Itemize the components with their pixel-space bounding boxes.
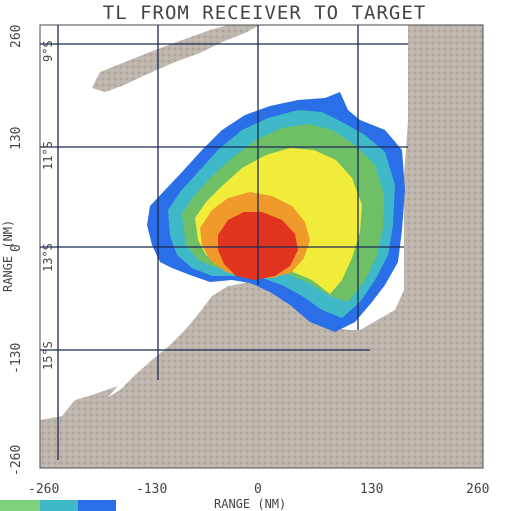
lat-lon-grid [40,25,408,460]
legend-swatch-cyan [40,500,78,511]
legend-swatch-green [0,500,40,511]
y-tick-label: 260 [9,24,24,48]
x-tick-label: -130 [136,482,168,497]
y-tick-label: 130 [9,126,24,150]
land-west-fringe [40,372,130,468]
latitude-label: 9°S [41,40,55,62]
latitude-label: 15°S [41,341,55,370]
land-east [360,25,483,468]
x-tick-label: 260 [466,482,490,497]
y-tick-label: -260 [9,444,24,476]
x-tick-label: 130 [360,482,384,497]
land-south [40,282,380,468]
latitude-label: 13°S [41,243,55,272]
x-axis-label: RANGE (NM) [214,497,287,511]
latitude-label: 11°S [41,141,55,170]
y-axis-label: RANGE (NM) [1,219,15,292]
chart-title: TL FROM RECEIVER TO TARGET [102,2,427,24]
legend-swatch-blue [78,500,116,511]
x-tick-label: 0 [254,482,262,497]
land-north [92,25,260,92]
x-tick-label: -260 [28,482,60,497]
y-tick-label: -130 [9,342,24,374]
